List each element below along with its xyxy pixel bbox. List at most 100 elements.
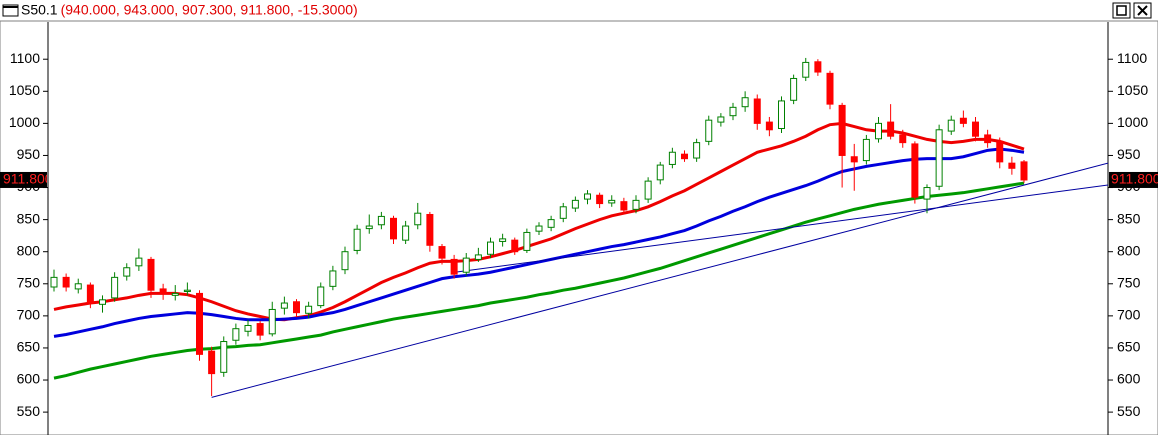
candle-body xyxy=(402,225,410,241)
candle-body xyxy=(571,199,579,209)
candle-body xyxy=(596,194,604,205)
maximize-button[interactable] xyxy=(1112,2,1131,19)
candle-body xyxy=(584,193,591,200)
candle-body xyxy=(620,201,628,211)
candle-body xyxy=(159,288,167,294)
y-tick-label-right: 650 xyxy=(1117,339,1141,355)
candle-body xyxy=(268,308,276,335)
candle-body xyxy=(183,289,191,292)
candle-body xyxy=(681,153,688,160)
candle-body xyxy=(790,77,798,101)
candle-body xyxy=(911,143,919,198)
candle-body xyxy=(741,97,749,108)
candle-body xyxy=(62,276,70,288)
candle-body xyxy=(887,121,895,137)
candle-body xyxy=(474,254,482,260)
y-tick-label: 750 xyxy=(17,274,41,290)
candle-body xyxy=(86,284,94,304)
candle-body xyxy=(99,299,106,305)
candle-body xyxy=(850,156,858,163)
candle-body xyxy=(959,117,967,124)
y-tick-label-right: 800 xyxy=(1117,242,1141,258)
candle-body xyxy=(535,225,543,232)
trendline xyxy=(454,184,1108,273)
moving-average xyxy=(53,121,1025,322)
candle-body xyxy=(232,328,240,341)
moving-average xyxy=(53,181,1025,380)
candle-body xyxy=(353,228,361,251)
candle-body xyxy=(765,121,773,131)
candle-body xyxy=(377,215,385,226)
y-tick-label-right: 950 xyxy=(1117,146,1141,162)
ohlc-readout: (940.000, 943.000, 907.300, 911.800, -15… xyxy=(61,2,358,18)
close-button[interactable] xyxy=(1133,2,1152,19)
candle-body xyxy=(547,219,555,228)
candle-body xyxy=(135,257,143,267)
title-bar xyxy=(0,0,1158,21)
y-tick-label-right: 1100 xyxy=(1117,50,1147,66)
y-tick-label-right: 600 xyxy=(1117,371,1141,387)
moving-average xyxy=(53,147,1025,338)
y-tick-label: 1000 xyxy=(9,114,40,130)
candle-body xyxy=(814,61,822,73)
candle-body xyxy=(996,140,1004,163)
candle-body xyxy=(50,276,58,288)
candle-body xyxy=(280,302,288,309)
candle-body xyxy=(947,119,955,132)
candle-body xyxy=(875,122,882,140)
candle-body xyxy=(220,341,228,373)
y-tick-label-right: 700 xyxy=(1117,307,1141,323)
y-tick-label-right: 850 xyxy=(1117,210,1141,226)
trendline xyxy=(211,162,1108,398)
candle-body xyxy=(644,180,652,200)
plot-area xyxy=(50,57,1108,398)
candle-body xyxy=(462,257,470,273)
y-tick-label-right: 1050 xyxy=(1117,82,1148,98)
candle-body xyxy=(802,61,810,78)
y-tick-label: 1050 xyxy=(9,82,40,98)
candle-body xyxy=(656,164,664,181)
candle-body xyxy=(256,323,264,336)
candle-body xyxy=(426,213,434,246)
candle-body xyxy=(778,100,785,130)
last-price-box xyxy=(0,171,47,188)
candle-body xyxy=(438,246,446,259)
candle-body xyxy=(123,267,131,277)
y-tick-label: 700 xyxy=(17,307,41,323)
candle-body xyxy=(341,251,349,271)
candle-body xyxy=(559,206,567,219)
candle-body xyxy=(608,199,616,204)
y-tick-label: 600 xyxy=(17,371,41,387)
candle-body xyxy=(208,350,216,375)
last-price-label: 911.800 xyxy=(3,171,53,187)
y-tick-label: 950 xyxy=(17,146,41,162)
candle-body xyxy=(365,225,373,230)
y-tick-label: 550 xyxy=(17,403,41,419)
candle-body xyxy=(984,134,992,144)
symbol: S50.1 xyxy=(21,2,58,18)
candle-body xyxy=(923,187,931,200)
candle-body xyxy=(487,241,494,255)
last-price-label-right: 911.800 xyxy=(1111,171,1158,187)
candle-body xyxy=(414,212,422,226)
y-tick-label: 800 xyxy=(17,242,41,258)
candle-body xyxy=(74,283,82,290)
candle-body xyxy=(450,258,458,275)
y-tick-label-right: 1000 xyxy=(1117,114,1148,130)
candle-body xyxy=(523,231,531,251)
candle-body xyxy=(972,121,979,137)
candle-body xyxy=(147,258,155,291)
candle-body xyxy=(1008,162,1016,169)
candle-body xyxy=(729,106,737,117)
candle-body xyxy=(838,104,846,156)
candle-body xyxy=(693,142,701,159)
candle-body xyxy=(753,98,761,124)
candle-body xyxy=(244,324,252,332)
candle-body xyxy=(511,239,519,253)
y-tick-label-right: 550 xyxy=(1117,403,1141,419)
candle-body xyxy=(293,301,300,314)
window-icon xyxy=(2,4,19,17)
last-price-box-right xyxy=(1109,171,1158,188)
y-tick-label: 850 xyxy=(17,210,41,226)
